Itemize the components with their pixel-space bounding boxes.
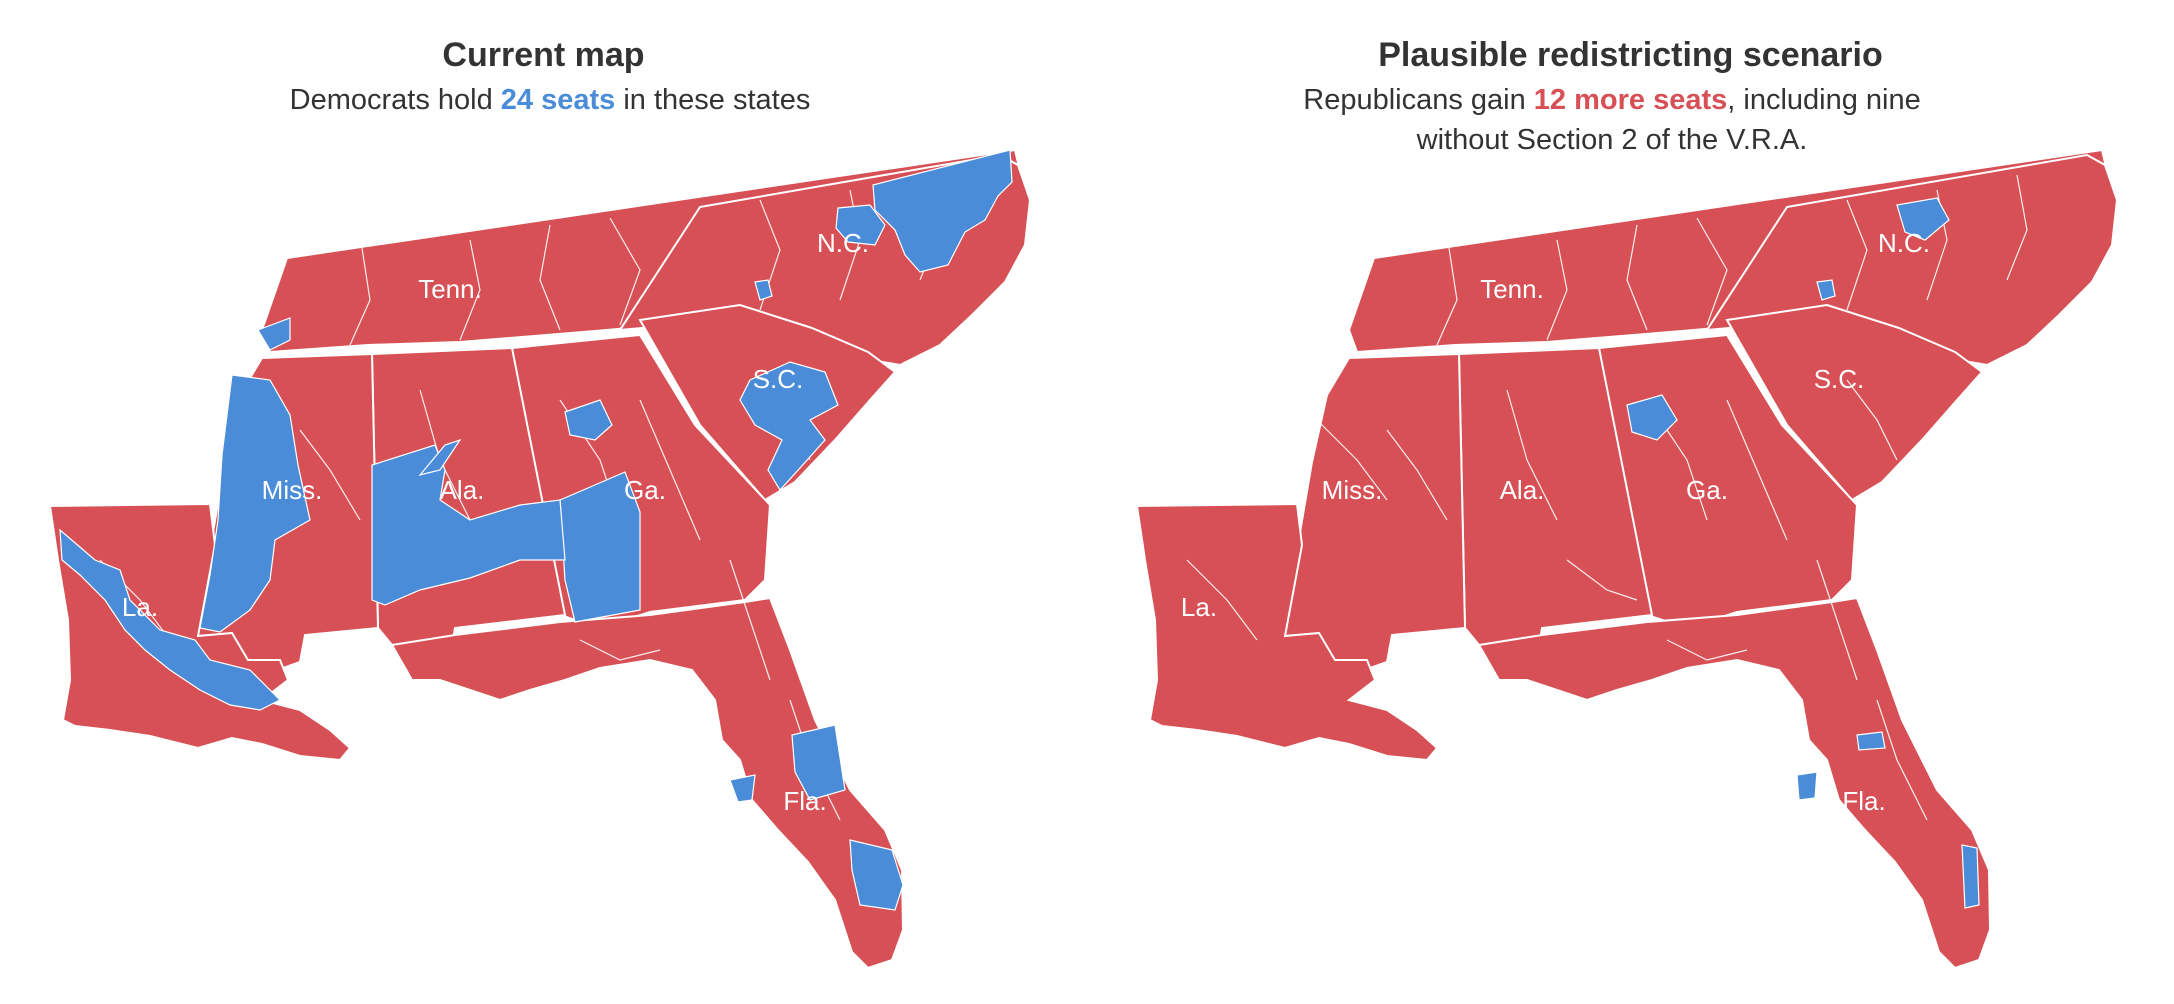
label-south-carolina: S.C. [1814, 364, 1865, 394]
district-la [59, 528, 282, 711]
label-florida: Fla. [1842, 786, 1885, 816]
label-alabama: Ala. [1500, 475, 1545, 505]
label-louisiana: La. [122, 592, 158, 622]
district-ga-southwest [559, 471, 641, 623]
panel-subtitle: Republicans gain 12 more seats, includin… [1222, 80, 2002, 160]
district-nc-charlotte [1816, 279, 1836, 301]
democrat-districts [1626, 197, 1980, 909]
subtitle-text-before: Democrats hold [289, 84, 501, 116]
district-fl-orlando [1856, 731, 1886, 751]
district-nc-raleigh [1896, 197, 1950, 241]
state-louisiana [1135, 502, 1439, 762]
label-mississippi: Miss. [1322, 475, 1383, 505]
district-map: Tenn. N.C. S.C. Miss. Ala. Ga. La. Fla. [48, 148, 1032, 970]
district-sc [739, 361, 839, 492]
state-border-top [286, 149, 1016, 259]
district-fl-southeast [849, 839, 904, 911]
label-georgia: Ga. [624, 475, 666, 505]
label-alabama: Ala. [440, 475, 485, 505]
district-nc-charlotte [754, 279, 773, 301]
label-tennessee: Tenn. [1480, 274, 1544, 304]
label-louisiana: La. [1181, 592, 1217, 622]
district-ms-north [257, 317, 291, 351]
subtitle-highlight-seats: 24 seats [500, 84, 616, 116]
label-florida: Fla. [783, 786, 826, 816]
district-ms [199, 374, 311, 633]
label-south-carolina: S.C. [753, 364, 804, 394]
district-fl-orlando [791, 724, 846, 801]
subtitle-text-after: in these states [615, 84, 811, 116]
state-louisiana [48, 502, 352, 762]
district-nc-central [835, 204, 886, 246]
democrat-districts [59, 149, 1013, 911]
label-north-carolina: N.C. [1878, 228, 1930, 258]
subtitle-line-2: without Section 2 of the V.R.A. [1416, 124, 1808, 156]
subtitle-text-after: , including nine [1727, 84, 1921, 116]
panel-title: Plausible redistricting scenario [1378, 36, 1883, 74]
state-labels: Tenn. N.C. S.C. Miss. Ala. Ga. La. Fla. [1181, 228, 1930, 816]
district-ga-atlanta [564, 399, 613, 441]
district-fl-tampa [1796, 771, 1818, 801]
district-lines [1186, 174, 2028, 821]
state-mississippi [1283, 352, 1467, 674]
state-south-carolina [1725, 303, 1984, 502]
current-map-panel: Current map Democrats hold 24 seats in t… [48, 36, 1032, 970]
district-fl-southeast [1961, 844, 1980, 909]
district-al-north [418, 438, 462, 477]
label-tennessee: Tenn. [418, 274, 482, 304]
panel-title: Current map [442, 36, 645, 74]
state-labels: Tenn. N.C. S.C. Miss. Ala. Ga. La. Fla. [122, 228, 869, 816]
district-ga-atlanta [1626, 394, 1678, 441]
panel-subtitle: Democrats hold 24 seats in these states [160, 80, 940, 120]
district-fl-tampa [729, 774, 756, 803]
state-florida [390, 596, 905, 970]
label-mississippi: Miss. [262, 475, 323, 505]
subtitle-text-before: Republicans gain [1303, 84, 1534, 116]
state-shapes [48, 148, 1032, 970]
state-shapes [1135, 148, 2119, 970]
state-florida [1477, 596, 1992, 970]
label-georgia: Ga. [1686, 475, 1728, 505]
district-nc-northeast [872, 149, 1013, 273]
subtitle-highlight-seats: 12 more seats [1533, 84, 1728, 116]
label-north-carolina: N.C. [817, 228, 869, 258]
district-map: Tenn. N.C. S.C. Miss. Ala. Ga. La. Fla. [1135, 148, 2119, 970]
redistricting-scenario-panel: Plausible redistricting scenario Republi… [1087, 0, 2174, 1004]
district-al [371, 444, 566, 606]
